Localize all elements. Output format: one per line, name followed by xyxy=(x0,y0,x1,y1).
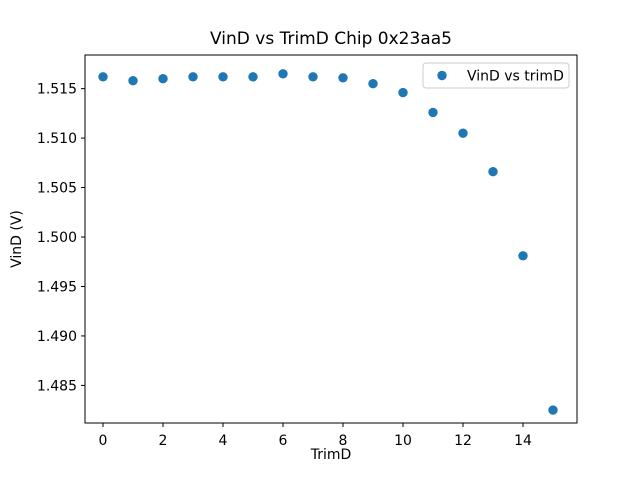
x-tick-label: 8 xyxy=(339,433,348,449)
data-point xyxy=(308,72,318,82)
y-tick-label: 1.500 xyxy=(37,230,77,246)
x-tick-label: 4 xyxy=(219,433,228,449)
x-tick-label: 0 xyxy=(99,433,108,449)
data-point xyxy=(158,74,168,84)
y-tick-label: 1.490 xyxy=(37,329,77,345)
data-point xyxy=(188,72,198,82)
data-point xyxy=(248,72,258,82)
y-tick-label: 1.485 xyxy=(37,378,77,394)
y-axis-label: VinD (V) xyxy=(9,210,25,268)
data-point xyxy=(278,69,288,79)
data-point xyxy=(458,128,468,138)
x-tick-label: 14 xyxy=(514,433,532,449)
x-tick-label: 2 xyxy=(159,433,168,449)
chart-title: VinD vs TrimD Chip 0x23aa5 xyxy=(210,29,452,49)
x-tick-label: 6 xyxy=(279,433,288,449)
data-point xyxy=(338,73,348,83)
data-point xyxy=(488,167,498,177)
data-point xyxy=(548,405,558,415)
x-tick-label: 12 xyxy=(454,433,472,449)
plot-border xyxy=(84,54,578,424)
x-axis-label: TrimD xyxy=(310,447,352,463)
axes-layer: 0 2 4 6 8 10 12 14 1.485 1.490 1.495 1.500 1.505 1.51… xyxy=(37,82,532,449)
data-point xyxy=(368,79,378,89)
data-point xyxy=(428,107,438,118)
y-tick-label: 1.515 xyxy=(37,82,77,98)
x-tick-label: 10 xyxy=(394,433,412,449)
y-tick-label: 1.510 xyxy=(37,131,77,147)
y-tick-label: 1.505 xyxy=(37,181,77,197)
y-tick-label: 1.495 xyxy=(37,279,77,295)
legend-label: VinD vs trimD xyxy=(467,69,564,85)
legend-frame xyxy=(422,62,570,89)
data-point xyxy=(98,72,108,82)
data-point xyxy=(398,87,408,98)
legend: VinD vs trimD xyxy=(422,62,570,89)
data-point xyxy=(218,72,228,82)
data-point xyxy=(518,251,528,261)
data-points-layer xyxy=(98,69,558,415)
data-point xyxy=(128,76,138,86)
legend-marker-icon xyxy=(437,70,447,81)
